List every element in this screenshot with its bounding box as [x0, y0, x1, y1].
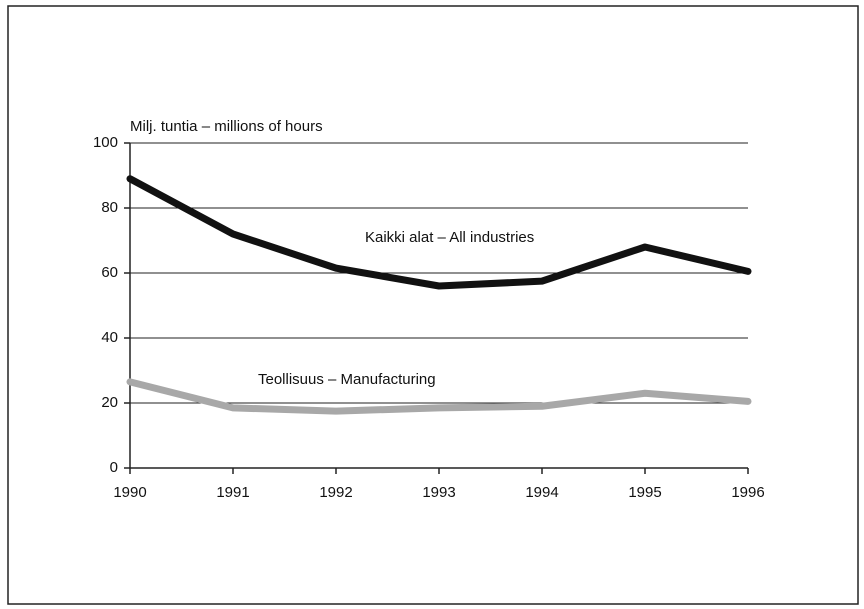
series-line — [126, 378, 752, 415]
x-tick-label: 1991 — [216, 484, 249, 501]
x-tick-label: 1996 — [731, 484, 764, 501]
y-tick-label: 0 — [110, 459, 118, 476]
y-tick-label: 60 — [101, 264, 118, 281]
y-tick-label: 20 — [101, 394, 118, 411]
frame — [7, 5, 859, 605]
x-tick-label: 1990 — [113, 484, 146, 501]
series-line — [126, 175, 752, 290]
y-tick-label: 40 — [101, 329, 118, 346]
y-tick-label: 100 — [93, 134, 118, 151]
y-tick-label: 80 — [101, 199, 118, 216]
x-tick-label: 1992 — [319, 484, 352, 501]
series-label: Kaikki alat – All industries — [365, 229, 534, 246]
x-tick-label: 1994 — [525, 484, 558, 501]
y-axis-label: Milj. tuntia – millions of hours — [130, 118, 323, 135]
series-label: Teollisuus – Manufacturing — [258, 371, 436, 388]
x-tick-label: 1993 — [422, 484, 455, 501]
x-tick-label: 1995 — [628, 484, 661, 501]
